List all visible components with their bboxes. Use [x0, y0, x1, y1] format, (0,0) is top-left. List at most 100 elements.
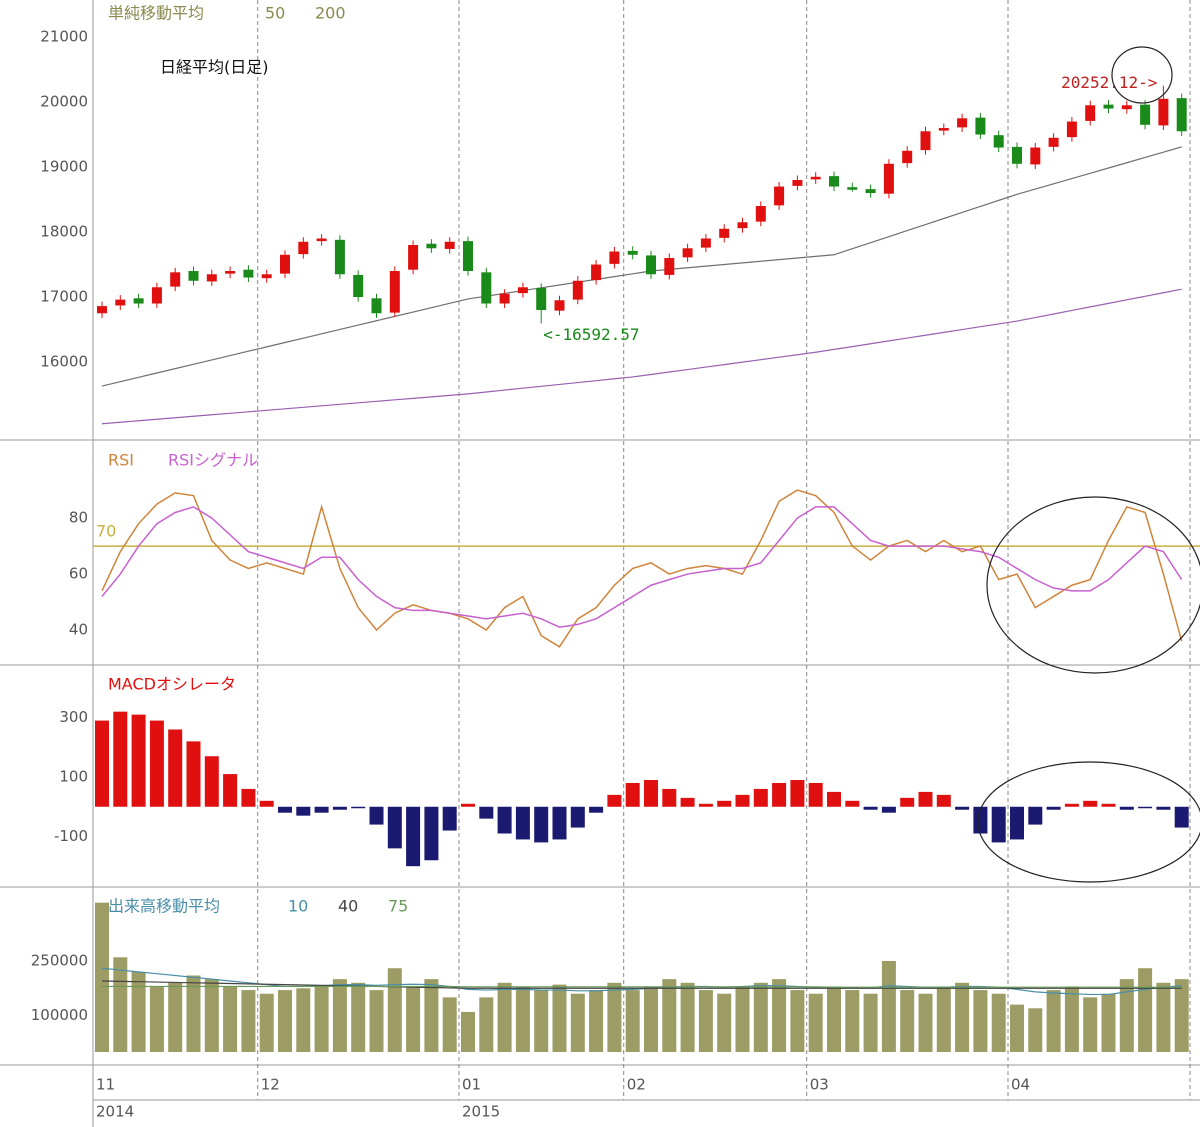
y-tick-label: 21000 — [40, 28, 88, 46]
reference-label: 70 — [96, 522, 116, 541]
bar — [332, 979, 347, 1052]
bar — [259, 800, 274, 807]
candle-body — [1048, 137, 1059, 147]
bar — [1174, 979, 1189, 1052]
x-year-label: 2015 — [462, 1103, 500, 1121]
bar — [1174, 806, 1189, 828]
bar — [534, 990, 549, 1052]
candle-body — [572, 280, 583, 300]
bar — [735, 794, 750, 807]
legend-entry: 75 — [388, 897, 408, 916]
bar — [973, 806, 988, 834]
moving-average — [101, 980, 1182, 989]
y-tick-label: 80 — [69, 509, 88, 527]
candle-body — [975, 117, 986, 135]
bar — [881, 960, 896, 1052]
bar — [900, 990, 915, 1052]
bar — [625, 990, 640, 1052]
highlight-circle — [1111, 46, 1173, 104]
bar — [223, 774, 238, 807]
bar — [515, 986, 530, 1052]
candle-body — [664, 258, 675, 275]
bar — [991, 993, 1006, 1052]
bar — [570, 993, 585, 1052]
y-tick-label: 19000 — [40, 158, 88, 176]
candle-body — [243, 269, 254, 278]
bar — [644, 986, 658, 1052]
annotation: 20252.12-> — [1061, 73, 1157, 92]
bar — [479, 997, 494, 1052]
candle-body — [700, 238, 711, 248]
legend-title: 単純移動平均 — [108, 4, 204, 23]
candle-body — [719, 228, 730, 238]
bar — [900, 797, 915, 807]
candle-body — [206, 274, 217, 282]
bar — [698, 803, 713, 807]
bar — [589, 806, 604, 813]
bar — [1010, 1004, 1024, 1052]
bar — [497, 982, 512, 1052]
candle-body — [133, 298, 144, 304]
candle-body — [554, 300, 565, 311]
bar — [936, 986, 951, 1052]
bar — [1138, 968, 1153, 1052]
bar — [753, 982, 768, 1052]
candle-body — [902, 150, 913, 164]
legend-entry: RSI — [108, 451, 134, 470]
bar — [406, 806, 421, 867]
candle-body — [1121, 105, 1132, 110]
candle-body — [115, 299, 126, 306]
bar — [186, 975, 201, 1052]
bar — [241, 990, 256, 1052]
candle-body — [463, 241, 473, 272]
bar — [1064, 803, 1079, 807]
bar — [863, 806, 878, 810]
candle-body — [1158, 98, 1169, 126]
bar — [552, 806, 567, 840]
candle-body — [389, 271, 400, 313]
bar — [845, 990, 860, 1052]
bar — [1046, 990, 1061, 1052]
candle-body — [170, 272, 181, 287]
bar — [95, 720, 109, 807]
bar — [1156, 982, 1171, 1052]
candle-body — [298, 241, 309, 255]
bar — [1083, 997, 1098, 1052]
bar — [955, 806, 970, 810]
highlights — [977, 46, 1200, 883]
legend-entry: RSIシグナル — [168, 451, 258, 470]
candle-body — [499, 293, 510, 304]
candle-body — [682, 248, 693, 258]
bar — [497, 806, 512, 834]
candle-body — [792, 180, 803, 186]
y-tick-label: 300 — [59, 708, 88, 726]
candle-body — [481, 272, 492, 304]
bar — [991, 806, 1006, 843]
bar — [387, 806, 402, 849]
bar — [644, 780, 658, 807]
bar — [955, 982, 970, 1052]
bar — [259, 993, 274, 1052]
candle-body — [920, 131, 931, 151]
y-tick-label: -100 — [54, 827, 88, 845]
candle-body — [316, 238, 327, 242]
candle-body — [957, 118, 968, 128]
bar — [808, 782, 823, 807]
candle-body — [97, 306, 107, 314]
bar — [552, 984, 567, 1052]
bar — [680, 982, 695, 1052]
bar — [570, 806, 585, 828]
bar — [1046, 806, 1061, 810]
candle-body — [1085, 105, 1096, 121]
bar — [314, 806, 329, 813]
bar — [1064, 986, 1079, 1052]
bar — [607, 794, 622, 807]
candle-body — [444, 241, 455, 249]
bar — [168, 729, 183, 807]
candle-body — [1066, 121, 1077, 138]
moving-average — [101, 288, 1182, 425]
bar — [662, 979, 677, 1052]
bar — [1101, 803, 1116, 807]
